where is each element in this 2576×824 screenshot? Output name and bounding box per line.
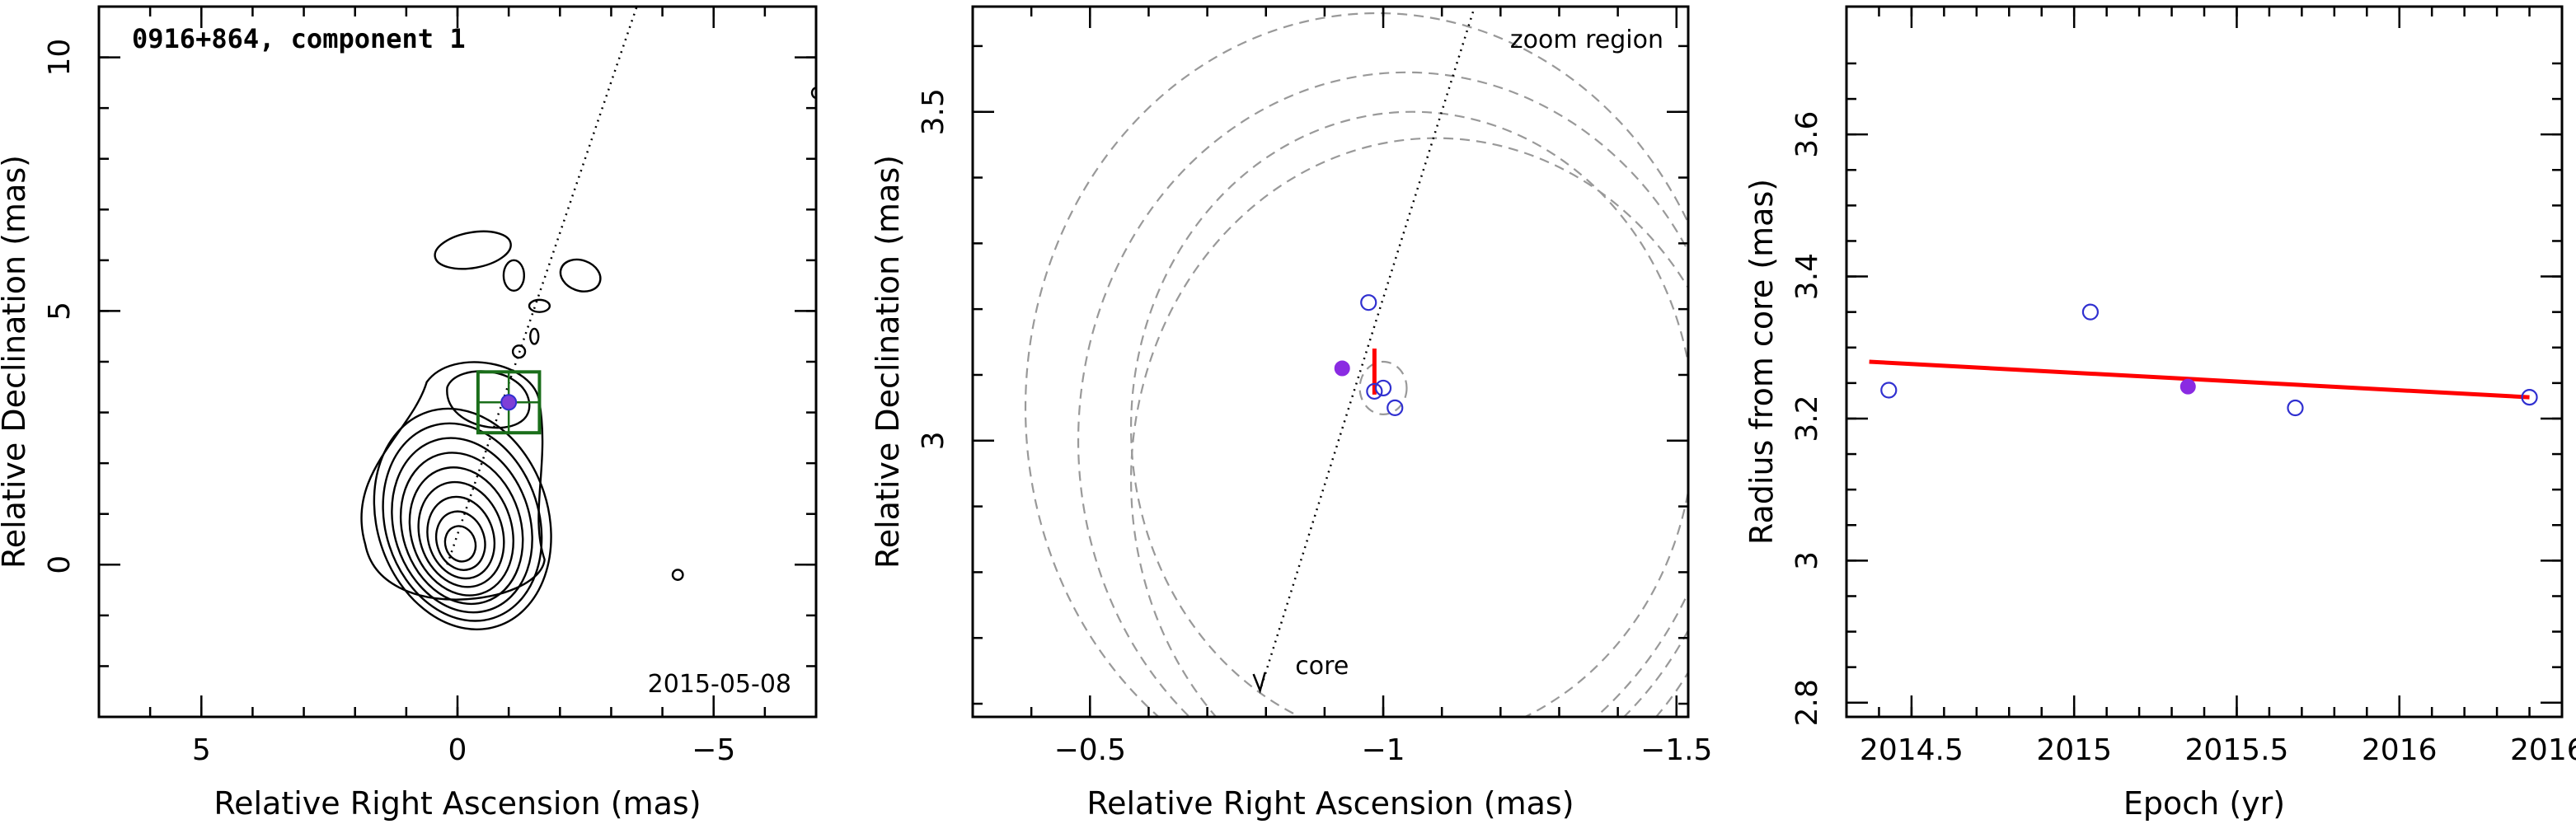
y-tick-label: 3.6 [1790,111,1824,158]
y-axis-label: Relative Declination (mas) [870,155,906,569]
dashed-circle [1077,71,1688,717]
core-contour [434,510,486,571]
isolated-contour [559,258,602,293]
y-axis-label: Relative Declination (mas) [0,155,32,569]
core-contour [417,480,505,588]
isolated-contour [528,298,551,313]
x-axis-label: Relative Right Ascension (mas) [1086,785,1574,822]
x-tick-label: 2014.5 [1860,733,1964,767]
y-tick-label: 3 [1790,551,1824,570]
x-tick-label: 2015.5 [2184,733,2288,767]
isolated-contour [671,569,684,581]
jet-axis-line [446,7,638,565]
component-marker [500,394,518,411]
x-tick-label: −5 [692,733,735,767]
open-point [2081,303,2100,321]
open-point [1366,382,1383,400]
y-tick-label: 3.2 [1790,395,1824,442]
x-tick-label: −1.5 [1640,733,1712,767]
y-tick-label: 3 [917,431,950,450]
isolated-contour [529,327,540,345]
core-label: core [1295,652,1349,681]
filled-point [2180,378,2196,395]
x-tick-label: 2016.5 [2510,733,2576,767]
x-tick-label: −0.5 [1054,733,1126,767]
plot-frame [971,5,1690,719]
zoom-layer [1025,7,1688,717]
y-tick-label: 3.5 [917,88,950,135]
core-contour [443,525,477,563]
open-point [1880,382,1898,399]
core-contour [399,452,524,606]
open-point [1387,399,1404,416]
core-contour [382,422,543,622]
zoom-region-label: zoom region [1510,26,1663,54]
panel-zoom-region: −0.5 −1 −1.5 3 3.5 Relative Right Ascension (… [870,5,1712,822]
jet-direction-line [1259,7,1476,691]
core-contour [426,495,496,580]
panel-contour-map: 5 0 −5 0 5 10 Relative Right Ascension (mas) Re… [0,5,818,822]
epoch-date: 2015-05-08 [648,670,791,699]
dashed-circle [1025,12,1688,717]
x-axis-label: Epoch (yr) [2123,785,2285,822]
y-tick-label: 5 [43,302,77,321]
dashed-circle [1358,360,1408,415]
x-tick-label: 2016 [2362,733,2438,767]
panel-radius-epoch: 2014.5 2015 2015.5 2016 2016.5 2.8 3 3.2 3.4 3.6 E… [1743,5,2576,822]
isolated-contour [511,344,527,359]
isolated-contour [502,259,525,293]
x-tick-label: 5 [192,733,211,767]
core-contour [408,466,514,597]
x-tick-label: −1 [1361,733,1405,767]
open-point [1360,294,1377,311]
radius-layer [1869,303,2538,417]
x-axis-label: Relative Right Ascension (mas) [213,785,701,822]
open-point [2287,399,2304,417]
dashed-circle [1130,110,1688,717]
x-tick-label: 0 [448,733,467,767]
fit-line [1869,359,2530,400]
plot-frame [1845,5,2564,719]
contour-layer [360,7,816,630]
dashed-circle [1130,137,1688,717]
filled-point [1334,360,1350,377]
isolated-contour [434,230,512,270]
y-tick-label: 2.8 [1790,679,1824,726]
core-contour [391,437,533,614]
y-axis-label: Radius from core (mas) [1743,179,1780,545]
panel-title: 0916+864, component 1 [132,23,466,54]
y-tick-label: 0 [43,555,77,574]
core-contour [373,407,552,630]
x-tick-label: 2015 [2036,733,2112,767]
core-arrow [1252,672,1266,695]
open-point [2521,389,2538,406]
open-point [1374,379,1392,397]
y-tick-label: 3.4 [1790,253,1824,300]
y-tick-label: 10 [43,39,77,77]
